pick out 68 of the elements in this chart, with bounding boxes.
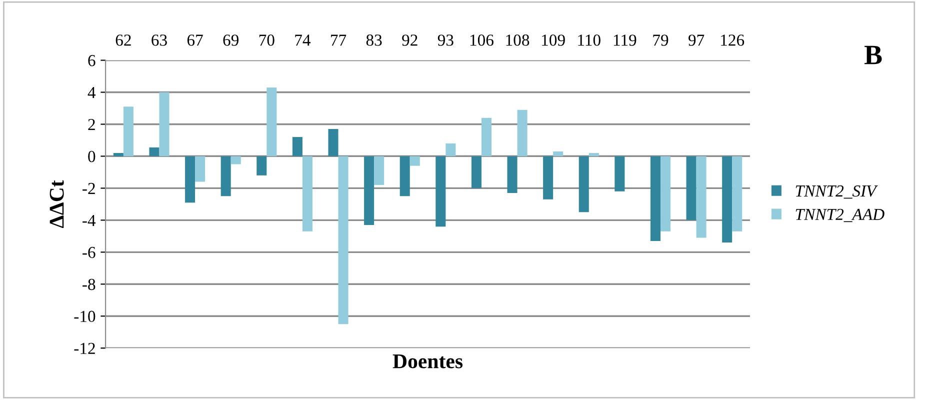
bar	[471, 156, 482, 188]
x-tick-label: 106	[470, 34, 494, 46]
bar	[123, 106, 134, 156]
y-tick-label: 4	[88, 87, 96, 98]
y-tick-label: -12	[74, 342, 95, 354]
y-tick-label: 6	[88, 55, 96, 66]
bar	[696, 156, 706, 238]
x-tick-label: 83	[366, 34, 382, 46]
x-tick-label: 63	[152, 34, 167, 46]
x-axis-title: Doentes	[392, 354, 463, 368]
bar	[266, 87, 277, 156]
y-tick-label: -10	[74, 310, 96, 322]
bar	[660, 156, 671, 232]
bar	[113, 153, 124, 156]
bar	[364, 156, 374, 225]
y-tick-label: -8	[82, 278, 96, 290]
y-axis-title: ΔΔCt	[50, 180, 64, 228]
bar	[722, 156, 732, 243]
bar	[650, 156, 660, 241]
x-tick-label: 93	[438, 34, 454, 46]
bar	[410, 156, 420, 166]
bar	[185, 156, 196, 203]
y-tick-label: 2	[88, 118, 95, 130]
x-tick-label: 74	[295, 34, 311, 46]
bar	[553, 151, 564, 156]
bar	[159, 92, 170, 156]
x-tick-label: 110	[578, 34, 600, 46]
bar	[436, 156, 446, 227]
x-tick-label: 69	[223, 34, 239, 46]
bar	[195, 156, 206, 182]
bar	[614, 156, 625, 192]
x-tick-label: 79	[653, 34, 668, 46]
x-tick-label: 109	[542, 34, 565, 46]
bar	[400, 156, 410, 196]
bar	[230, 156, 241, 164]
x-tick-label: 126	[721, 34, 744, 46]
bar	[220, 156, 231, 196]
bar	[732, 156, 742, 232]
bar	[543, 156, 554, 200]
bar	[507, 156, 518, 193]
y-tick-label: -2	[82, 182, 95, 194]
x-tick-label: 97	[688, 34, 704, 46]
y-tick-label: 0	[88, 150, 96, 162]
bar	[578, 156, 589, 212]
bar	[292, 137, 302, 156]
bar	[374, 156, 384, 185]
bar	[256, 156, 267, 176]
bar	[328, 129, 338, 156]
x-tick-label: 119	[614, 34, 636, 46]
bar	[517, 110, 528, 156]
bar	[338, 156, 348, 324]
y-tick-label: -6	[82, 246, 96, 258]
legend-label: TNNT2_AAD	[796, 208, 884, 222]
bar	[446, 143, 456, 156]
text: B	[864, 46, 882, 64]
y-tick-label: -4	[82, 214, 96, 226]
x-tick-label: 67	[187, 34, 203, 46]
x-tick-label: 77	[331, 34, 346, 46]
x-tick-label: 92	[402, 34, 418, 46]
legend-label: TNNT2_SIV	[796, 185, 878, 199]
x-tick-label: 70	[259, 34, 274, 46]
bar	[481, 118, 492, 156]
bar	[588, 153, 599, 156]
bar	[686, 156, 696, 220]
x-tick-label: 62	[116, 34, 131, 46]
bar	[302, 156, 312, 232]
x-tick-label: 108	[506, 34, 530, 46]
bar	[149, 147, 160, 156]
